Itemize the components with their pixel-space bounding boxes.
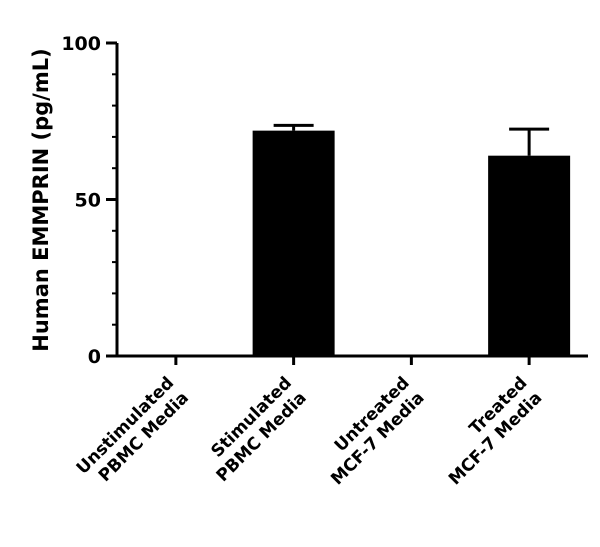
- y-axis-title: Human EMMPRIN (pg/mL): [29, 48, 53, 351]
- y-tick-label: 100: [61, 33, 101, 55]
- bar: [488, 155, 571, 356]
- bars: [252, 123, 571, 356]
- bar: [252, 130, 335, 356]
- y-axis: 0 50 100: [61, 33, 119, 368]
- y-tick-label: 50: [75, 190, 101, 212]
- y-tick-label: 0: [88, 346, 101, 368]
